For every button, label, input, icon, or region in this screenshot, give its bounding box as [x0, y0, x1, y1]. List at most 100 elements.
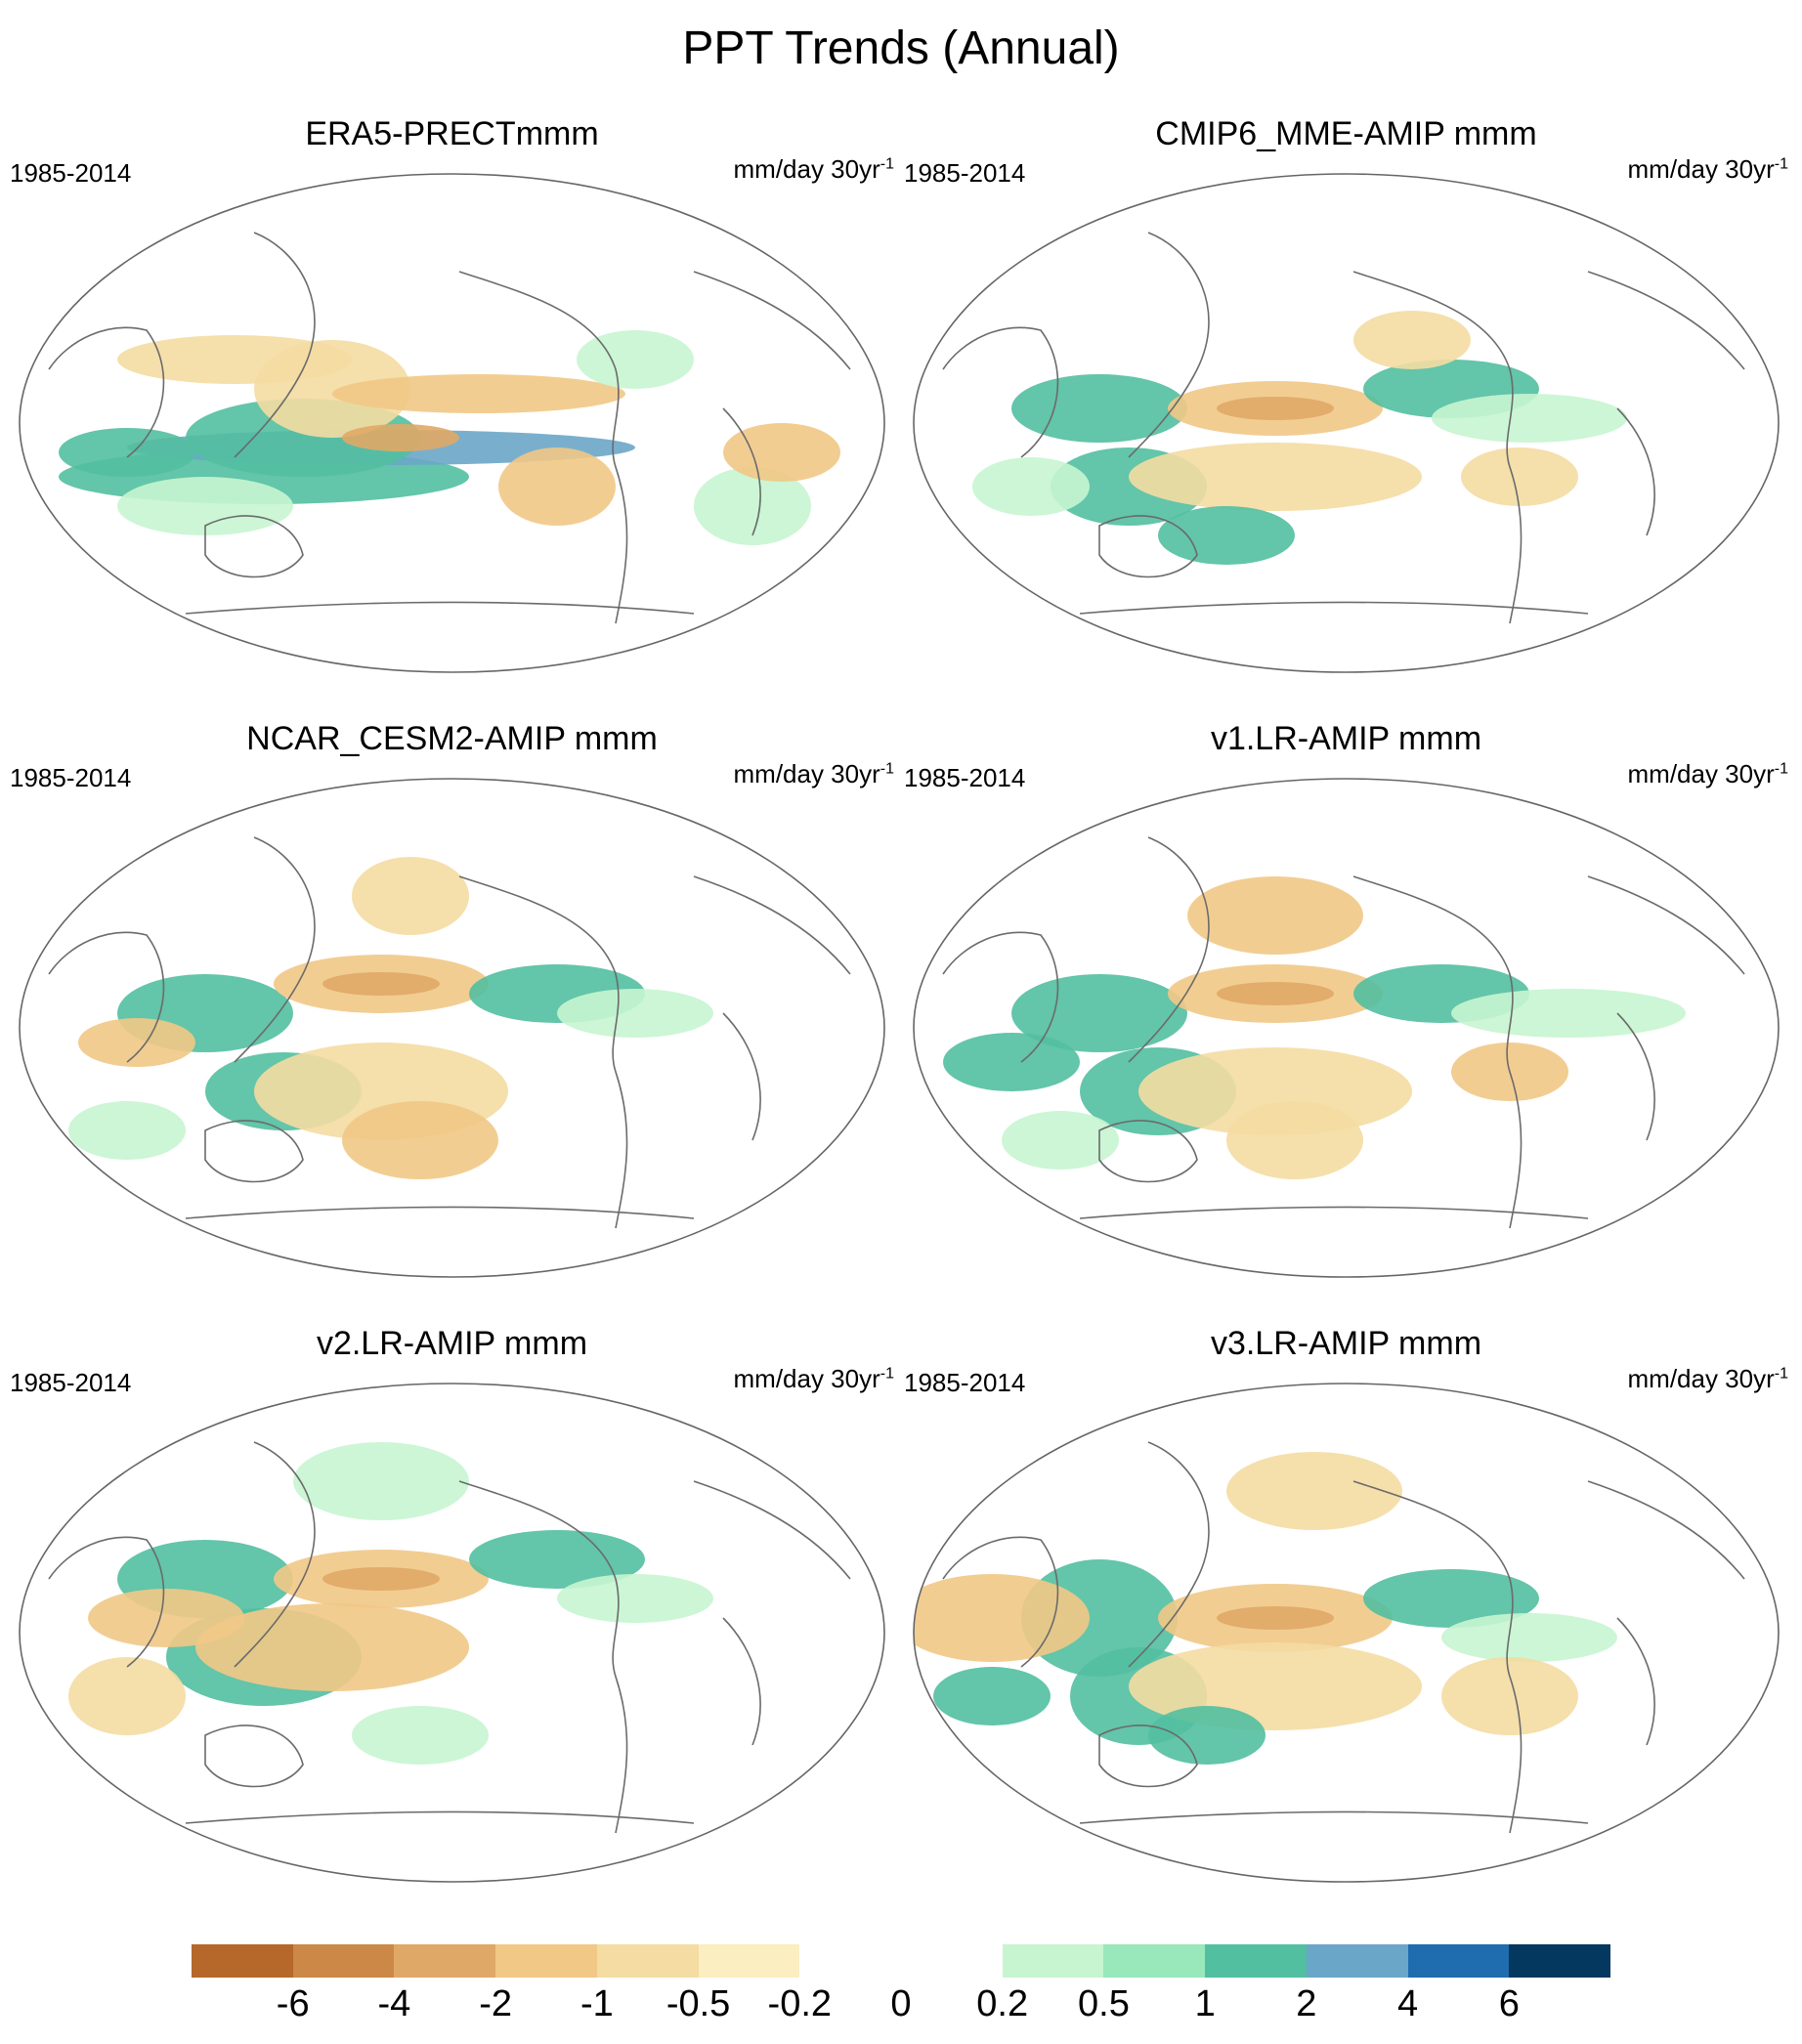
trend-contour [469, 1530, 645, 1589]
coastline [458, 271, 628, 624]
trend-contour [1217, 1606, 1334, 1630]
colorbar-label: 1 [1194, 1983, 1216, 2024]
coastline [204, 1120, 304, 1183]
colorbar-label: 2 [1296, 1983, 1317, 2024]
panel-units: mm/day 30yr-1 [733, 759, 895, 788]
trend-contour [1353, 311, 1471, 369]
trend-contour [117, 477, 293, 535]
panel-period: 1985-2014 [904, 158, 1026, 188]
coastline [1128, 1441, 1210, 1668]
trend-contour [943, 1033, 1080, 1091]
colorbar-segment [1306, 1944, 1408, 1978]
coastline [1587, 1480, 1745, 1580]
colorbar-label: 4 [1396, 1983, 1419, 2024]
colorbar-label: 0.2 [976, 1983, 1029, 2024]
colorbar-segment [394, 1944, 496, 1978]
map-panel: v2.LR-AMIP mmm 1985-2014 mm/day 30yr-1 [10, 1325, 894, 1892]
panel-period: 1985-2014 [10, 158, 132, 188]
trend-contour [342, 424, 459, 451]
coastline [458, 875, 628, 1229]
coastline [1352, 875, 1523, 1229]
coastline [1616, 407, 1655, 536]
coastline [1128, 836, 1210, 1063]
map-panel: NCAR_CESM2-AMIP mmm 1985-2014 mm/day 30yr-… [10, 720, 894, 1287]
trend-contour [1129, 443, 1422, 511]
trend-contour [1217, 982, 1334, 1005]
colorbar-label: -0.5 [665, 1983, 731, 2024]
trend-contour [342, 1101, 498, 1179]
map-boundary [913, 173, 1780, 673]
colorbar [192, 1944, 1611, 1978]
map-boundary [19, 1383, 885, 1883]
coastline [1098, 1725, 1198, 1788]
coastline [185, 601, 695, 615]
colorbar-segment [1205, 1944, 1307, 1978]
trend-contour [1217, 397, 1334, 420]
colorbar-label: 0.5 [1078, 1983, 1130, 2024]
panel-units: mm/day 30yr-1 [733, 1364, 895, 1393]
panel-period: 1985-2014 [904, 1368, 1026, 1397]
trend-contour [1441, 1613, 1617, 1662]
trend-contour [1461, 447, 1578, 506]
coastline [942, 326, 1059, 458]
coastline [48, 326, 165, 458]
trend-contour [78, 1018, 195, 1067]
coastline [722, 407, 761, 536]
panel-units: mm/day 30yr-1 [1627, 759, 1789, 788]
map-boundary [19, 173, 885, 673]
trend-contour [933, 1667, 1051, 1725]
coastline [1587, 875, 1745, 975]
coastline [48, 931, 165, 1063]
coastline [234, 1441, 316, 1668]
coastline [185, 1810, 695, 1824]
colorbar-label: 0 [890, 1983, 912, 2024]
trend-contour [1432, 394, 1627, 443]
trend-contour [498, 447, 616, 526]
trend-contour [293, 1442, 469, 1520]
trend-contour [694, 467, 811, 545]
map-panel: v3.LR-AMIP mmm 1985-2014 mm/day 30yr-1 [904, 1325, 1788, 1892]
colorbar-label: -4 [377, 1983, 411, 2024]
map-boundary [19, 778, 885, 1278]
panel-title: ERA5-PRECTmmm [305, 115, 599, 152]
colorbar-label: 6 [1498, 1983, 1520, 2024]
map-panel: v1.LR-AMIP mmm 1985-2014 mm/day 30yr-1 [904, 720, 1788, 1287]
trend-contour [88, 1589, 244, 1647]
trend-contour [352, 857, 469, 935]
coastline [204, 515, 304, 578]
coastline [1079, 1810, 1589, 1824]
trend-contour [322, 972, 440, 996]
coastline [1616, 1012, 1655, 1141]
coastline [48, 1536, 165, 1668]
robinson-map [19, 1383, 885, 1883]
coastline [722, 1617, 761, 1746]
colorbar-segment [192, 1944, 293, 1978]
trend-contour [332, 374, 625, 413]
colorbar-label: -2 [479, 1983, 513, 2024]
coastline [1587, 271, 1745, 370]
colorbar-segment [901, 1944, 1003, 1978]
panel-title: NCAR_CESM2-AMIP mmm [246, 720, 658, 757]
trend-contour [723, 423, 840, 482]
trend-contour [68, 1101, 186, 1160]
colorbar-segment [799, 1944, 902, 1978]
trend-contour [1011, 974, 1187, 1052]
figure-title: PPT Trends (Annual) [682, 22, 1120, 74]
coastline [185, 1206, 695, 1219]
robinson-map [913, 1383, 1780, 1883]
coastline [234, 836, 316, 1063]
trend-contour [557, 989, 713, 1038]
coastline [693, 1480, 851, 1580]
coastline [458, 1480, 628, 1834]
panel-units: mm/day 30yr-1 [1627, 1364, 1789, 1393]
panel-period: 1985-2014 [10, 763, 132, 792]
trend-contour [914, 1574, 1090, 1662]
robinson-map [913, 778, 1780, 1278]
trend-contour [1226, 1101, 1363, 1179]
trend-contour [1451, 989, 1686, 1038]
panel-title: CMIP6_MME-AMIP mmm [1155, 115, 1537, 152]
colorbar-segment [1509, 1944, 1611, 1978]
panel-period: 1985-2014 [10, 1368, 132, 1397]
coastline [693, 875, 851, 975]
colorbar-label: -1 [579, 1983, 614, 2024]
